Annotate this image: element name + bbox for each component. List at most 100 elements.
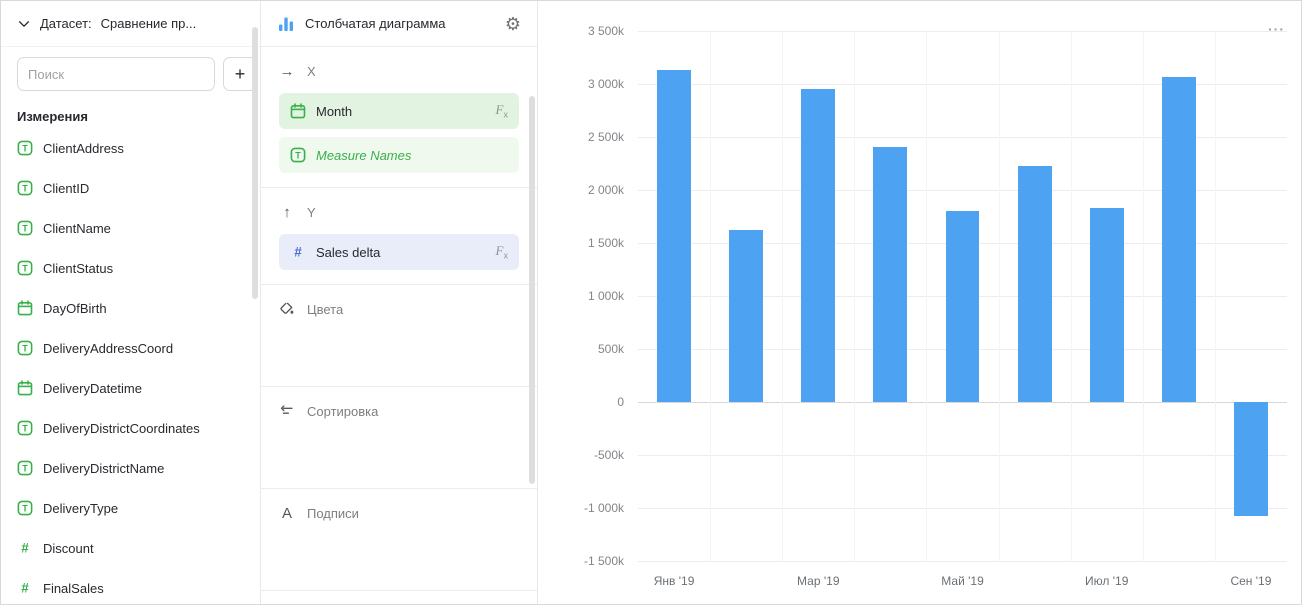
bar-Май '19[interactable] bbox=[945, 211, 980, 402]
add-field-button[interactable]: + bbox=[223, 57, 257, 91]
search-input[interactable] bbox=[17, 57, 215, 91]
field-label: DeliveryAddressCoord bbox=[43, 340, 174, 356]
field-label: ClientName bbox=[43, 220, 111, 236]
vertical-gridline bbox=[1142, 31, 1144, 561]
colors-shelf-header: Цвета bbox=[279, 299, 519, 319]
vertical-gridline bbox=[854, 31, 856, 561]
dataset-selector[interactable]: Датасет: Сравнение пр... bbox=[1, 1, 260, 47]
gear-icon[interactable]: ⚙ bbox=[504, 13, 521, 34]
middle-panel-scrollbar[interactable] bbox=[529, 96, 535, 484]
bar-chart-icon[interactable] bbox=[277, 15, 295, 33]
bar-Апр '19[interactable] bbox=[873, 146, 908, 402]
svg-text:T: T bbox=[22, 143, 28, 153]
x-tick-label: Мар '19 bbox=[797, 574, 840, 588]
vertical-gridline bbox=[782, 31, 784, 561]
sorting-shelf-section[interactable]: Сортировка bbox=[261, 387, 537, 489]
field-label: DeliveryDistrictName bbox=[43, 460, 165, 476]
labels-shelf-section[interactable]: A Подписи bbox=[261, 489, 537, 591]
field-label: ClientStatus bbox=[43, 260, 114, 276]
field-item-ClientAddress[interactable]: T ClientAddress bbox=[1, 128, 260, 168]
svg-text:T: T bbox=[22, 263, 28, 273]
dimensions-section-title: Измерения bbox=[17, 109, 88, 124]
field-item-DeliveryType[interactable]: T DeliveryType bbox=[1, 488, 260, 528]
field-pill-label: Month bbox=[316, 103, 353, 119]
field-pill-label: Sales delta bbox=[316, 244, 381, 260]
field-item-FinalSales[interactable]: # FinalSales bbox=[1, 568, 260, 604]
vertical-gridline bbox=[1070, 31, 1072, 561]
y-axis: 3 500k 3 000k 2 500k 2 000k 1 500k 1 000k 500k… bbox=[538, 24, 624, 568]
text-field-icon: T bbox=[17, 500, 33, 516]
y-tick-label: -1 000k bbox=[583, 501, 624, 515]
x-shelf-header: → X bbox=[279, 61, 519, 81]
text-field-icon: T bbox=[17, 140, 33, 156]
sorting-shelf-label: Сортировка bbox=[307, 403, 379, 419]
colors-shelf-label: Цвета bbox=[307, 301, 344, 317]
field-item-DeliveryDatetime[interactable]: DeliveryDatetime bbox=[1, 368, 260, 408]
month-pill[interactable]: Month Fx bbox=[279, 93, 519, 129]
x-shelf-label: X bbox=[307, 63, 316, 79]
bar-Фев '19[interactable] bbox=[729, 230, 764, 402]
field-item-ClientStatus[interactable]: T ClientStatus bbox=[1, 248, 260, 288]
visualization-panel: Столбчатая диаграмма ⚙ → X Month Fx T Me… bbox=[261, 1, 538, 604]
field-item-ClientName[interactable]: T ClientName bbox=[1, 208, 260, 248]
x-shelf-section: → X Month Fx T Measure Names bbox=[261, 47, 537, 188]
field-item-ClientID[interactable]: T ClientID bbox=[1, 168, 260, 208]
y-tick-label: 500k bbox=[597, 342, 624, 356]
y-tick-label: 2 000k bbox=[587, 183, 624, 197]
y-tick-label: 0 bbox=[617, 395, 624, 409]
x-tick-label: Июл '19 bbox=[1085, 574, 1129, 588]
svg-text:#: # bbox=[21, 541, 29, 556]
arrow-right-icon: → bbox=[279, 62, 295, 80]
gridline bbox=[638, 137, 1287, 138]
x-tick-label: Янв '19 bbox=[653, 574, 695, 588]
svg-text:T: T bbox=[22, 343, 28, 353]
formula-icon[interactable]: Fx bbox=[495, 102, 508, 120]
dataset-name[interactable]: Сравнение пр... bbox=[100, 16, 197, 31]
sort-icon bbox=[279, 403, 295, 419]
bar-Мар '19[interactable] bbox=[801, 89, 836, 402]
svg-text:T: T bbox=[22, 183, 28, 193]
bar-Янв '19[interactable] bbox=[657, 70, 691, 402]
field-item-DayOfBirth[interactable]: DayOfBirth bbox=[1, 288, 260, 328]
number-field-icon: # bbox=[17, 540, 33, 556]
bar-Сен '19[interactable] bbox=[1233, 402, 1268, 517]
chart-menu-ellipsis-icon[interactable]: ··· bbox=[1268, 21, 1285, 37]
left-panel-scrollbar[interactable] bbox=[252, 27, 258, 299]
field-item-DeliveryDistrictCoordinates[interactable]: T DeliveryDistrictCoordinates bbox=[1, 408, 260, 448]
text-field-icon: T bbox=[290, 147, 306, 163]
field-item-DeliveryAddressCoord[interactable]: T DeliveryAddressCoord bbox=[1, 328, 260, 368]
bar-Авг '19[interactable] bbox=[1161, 76, 1196, 402]
number-field-icon: # bbox=[17, 580, 33, 596]
svg-text:T: T bbox=[22, 423, 28, 433]
date-field-icon bbox=[17, 380, 33, 396]
formula-icon[interactable]: Fx bbox=[495, 243, 508, 261]
field-label: ClientAddress bbox=[43, 140, 124, 156]
svg-text:#: # bbox=[294, 245, 302, 260]
y-tick-label: 1 500k bbox=[587, 236, 624, 250]
svg-text:#: # bbox=[21, 581, 29, 596]
field-item-DeliveryDistrictName[interactable]: T DeliveryDistrictName bbox=[1, 448, 260, 488]
bar-Июл '19[interactable] bbox=[1089, 208, 1124, 402]
field-item-Discount[interactable]: # Discount bbox=[1, 528, 260, 568]
visualization-type-label[interactable]: Столбчатая диаграмма bbox=[305, 16, 446, 31]
y-shelf-header: ↑ Y bbox=[279, 202, 519, 222]
sales-delta-pill[interactable]: # Sales delta Fx bbox=[279, 234, 519, 270]
gridline bbox=[638, 190, 1287, 191]
bar-Июн '19[interactable] bbox=[1017, 165, 1052, 402]
visualization-header: Столбчатая диаграмма ⚙ bbox=[261, 1, 537, 47]
colors-shelf-section[interactable]: Цвета bbox=[261, 285, 537, 387]
gridline bbox=[638, 508, 1287, 509]
gridline bbox=[638, 84, 1287, 85]
field-label: DeliveryDistrictCoordinates bbox=[43, 420, 200, 436]
y-tick-label: -500k bbox=[593, 448, 624, 462]
field-search-row: + bbox=[1, 47, 260, 91]
dataset-panel: Датасет: Сравнение пр... + Измерения T Cl… bbox=[1, 1, 261, 604]
measure-names-pill[interactable]: T Measure Names bbox=[279, 137, 519, 173]
vertical-gridline bbox=[998, 31, 1000, 561]
labels-shelf-header: A Подписи bbox=[279, 503, 519, 523]
field-pill-label: Measure Names bbox=[316, 147, 412, 163]
chevron-down-icon bbox=[17, 17, 31, 31]
y-tick-label: 1 000k bbox=[587, 289, 624, 303]
x-shelf-pills: Month Fx T Measure Names bbox=[279, 93, 519, 173]
